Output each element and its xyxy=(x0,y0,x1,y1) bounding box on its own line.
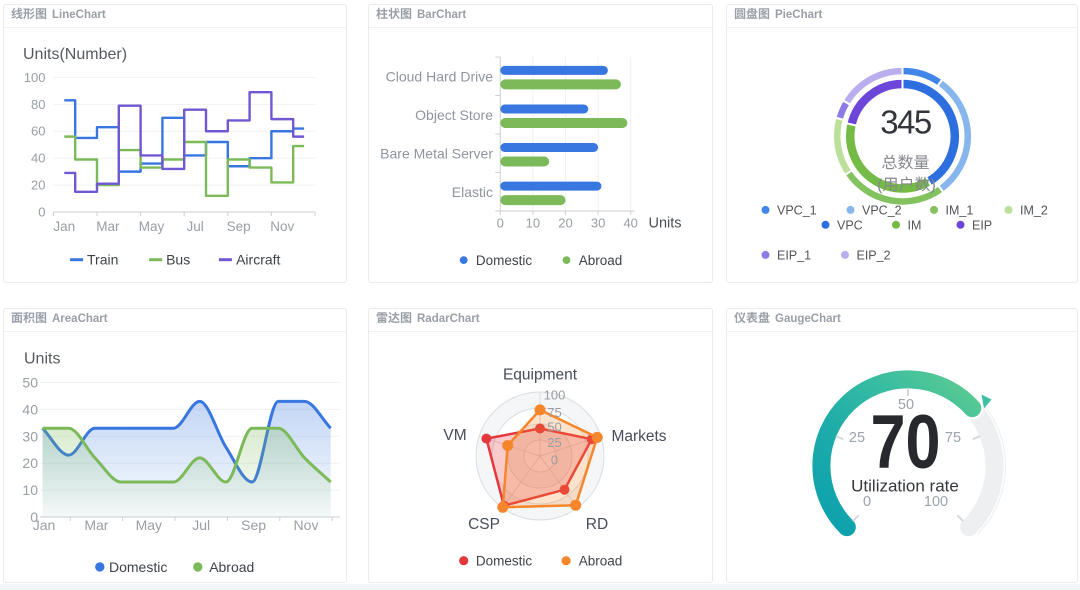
svg-text:IM_1: IM_1 xyxy=(946,203,974,217)
svg-text:100: 100 xyxy=(924,494,948,510)
svg-text:Nov: Nov xyxy=(270,219,294,234)
svg-text:0: 0 xyxy=(863,494,871,510)
svg-text:Units(Number): Units(Number) xyxy=(23,46,127,63)
svg-text:20: 20 xyxy=(31,178,45,193)
svg-text:EIP_2: EIP_2 xyxy=(857,248,891,262)
svg-text:Object Store: Object Store xyxy=(415,107,493,123)
svg-text:CSP: CSP xyxy=(468,516,500,533)
svg-text:Aircraft: Aircraft xyxy=(236,252,280,268)
svg-text:Domestic: Domestic xyxy=(109,559,167,575)
svg-text:345: 345 xyxy=(880,104,931,141)
svg-text:Abroad: Abroad xyxy=(209,559,254,575)
svg-text:IM_2: IM_2 xyxy=(1020,203,1048,217)
svg-text:0: 0 xyxy=(497,216,504,231)
svg-text:60: 60 xyxy=(31,124,45,139)
svg-text:40: 40 xyxy=(623,216,637,231)
svg-text:BarChart: BarChart xyxy=(417,9,466,21)
svg-text:): ) xyxy=(931,177,936,194)
svg-text:0: 0 xyxy=(551,453,558,468)
svg-text:25: 25 xyxy=(547,435,561,450)
svg-text:Elastic: Elastic xyxy=(452,184,493,200)
svg-text:Markets: Markets xyxy=(611,428,666,445)
svg-text:Domestic: Domestic xyxy=(476,554,533,569)
svg-text:Bus: Bus xyxy=(166,252,190,268)
svg-text:VM: VM xyxy=(443,427,466,444)
svg-text:75: 75 xyxy=(945,430,961,446)
svg-text:EIP: EIP xyxy=(972,218,992,232)
svg-text:30: 30 xyxy=(591,216,605,231)
svg-text:75: 75 xyxy=(547,405,561,420)
svg-text:20: 20 xyxy=(22,455,38,471)
svg-text:80: 80 xyxy=(31,97,45,112)
svg-text:Abroad: Abroad xyxy=(579,554,623,569)
svg-text:Jan: Jan xyxy=(53,219,75,234)
svg-text:10: 10 xyxy=(22,482,38,498)
svg-text:20: 20 xyxy=(558,216,572,231)
svg-text:May: May xyxy=(139,219,165,234)
svg-text:AreaChart: AreaChart xyxy=(52,313,108,325)
svg-text:VPC_1: VPC_1 xyxy=(777,203,817,217)
svg-text:LineChart: LineChart xyxy=(52,9,106,21)
svg-text:Sep: Sep xyxy=(241,517,266,533)
svg-text:30: 30 xyxy=(22,428,38,444)
svg-text:Cloud Hard Drive: Cloud Hard Drive xyxy=(386,68,494,84)
svg-text:Equipment: Equipment xyxy=(503,367,578,384)
svg-text:Utilization rate: Utilization rate xyxy=(851,477,959,496)
svg-text:VPC_2: VPC_2 xyxy=(862,203,902,217)
svg-text:Sep: Sep xyxy=(227,219,251,234)
svg-text:Jul: Jul xyxy=(186,219,203,234)
svg-text:Mar: Mar xyxy=(84,517,108,533)
svg-text:(: ( xyxy=(877,177,883,194)
svg-text:May: May xyxy=(136,517,162,533)
svg-text:0: 0 xyxy=(38,205,45,220)
svg-text:GaugeChart: GaugeChart xyxy=(775,313,841,325)
svg-text:RD: RD xyxy=(586,516,608,533)
svg-text:40: 40 xyxy=(22,401,38,417)
svg-text:50: 50 xyxy=(22,375,38,391)
svg-text:100: 100 xyxy=(24,70,46,85)
svg-text:0: 0 xyxy=(30,509,38,525)
svg-text:100: 100 xyxy=(544,387,566,402)
svg-text:Units: Units xyxy=(649,216,682,232)
svg-text:RadarChart: RadarChart xyxy=(417,313,480,325)
svg-text:Units: Units xyxy=(24,351,60,368)
svg-text:VPC: VPC xyxy=(837,218,863,232)
svg-text:25: 25 xyxy=(849,430,865,446)
svg-text:70: 70 xyxy=(871,400,941,485)
svg-text:Mar: Mar xyxy=(96,219,120,234)
svg-text:EIP_1: EIP_1 xyxy=(777,248,811,262)
svg-text:Abroad: Abroad xyxy=(579,253,623,268)
svg-text:Jan: Jan xyxy=(33,517,56,533)
svg-text:Train: Train xyxy=(87,252,118,268)
svg-text:Nov: Nov xyxy=(294,517,319,533)
svg-text:50: 50 xyxy=(547,419,561,434)
svg-text:Bare Metal Server: Bare Metal Server xyxy=(380,145,493,161)
svg-text:IM: IM xyxy=(908,218,922,232)
svg-text:Domestic: Domestic xyxy=(476,253,533,268)
svg-text:10: 10 xyxy=(526,216,540,231)
svg-text:50: 50 xyxy=(898,397,914,413)
svg-text:PieChart: PieChart xyxy=(775,9,822,21)
svg-text:Jul: Jul xyxy=(192,517,210,533)
svg-text:40: 40 xyxy=(31,151,45,166)
